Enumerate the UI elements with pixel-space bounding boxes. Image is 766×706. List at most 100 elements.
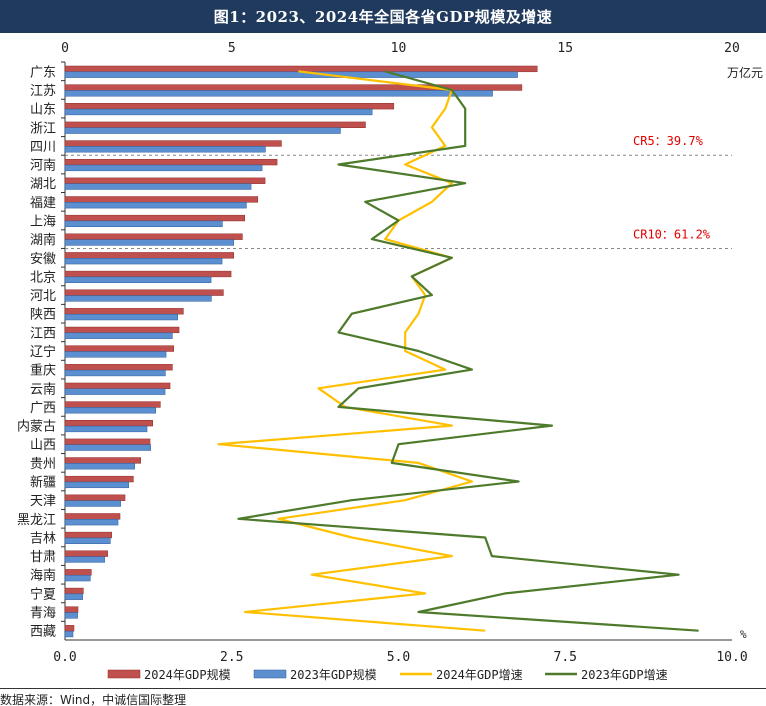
bar-2023 [64, 164, 263, 172]
legend-2024-gdp-label: 2024年GDP规模 [144, 667, 231, 682]
legend-2024-growth-label: 2024年GDP增速 [436, 668, 523, 682]
bar-2023 [64, 146, 266, 153]
bar-2023 [64, 481, 129, 489]
bar-2024 [64, 103, 395, 110]
category-label: 河北 [30, 289, 56, 304]
chart-title: 图1：2023、2024年全国各省GDP规模及增速 [0, 0, 766, 33]
bar-2023 [64, 463, 135, 470]
bar-2024 [64, 177, 266, 184]
bar-2023 [64, 313, 178, 321]
bar-2023 [64, 183, 252, 190]
source-divider [0, 688, 766, 689]
legend-2023-gdp-swatch [253, 669, 287, 679]
bar-2023 [64, 351, 167, 358]
bottom-axis-tick-label: 0.0 [53, 650, 76, 665]
source-note: 数据来源：Wind，中诚信国际整理 [0, 693, 187, 706]
bar-2023 [64, 295, 212, 302]
category-label: 广东 [30, 65, 56, 80]
line-2024-growth [217, 70, 486, 632]
bar-2024 [64, 420, 153, 427]
bar-2023 [64, 630, 74, 638]
bar-2023 [64, 332, 173, 339]
bar-2024 [64, 233, 243, 240]
category-label: 四川 [30, 140, 56, 155]
bar-2024 [64, 587, 84, 595]
bar-2023 [64, 425, 148, 433]
bar-2023 [64, 593, 83, 600]
bar-2023 [64, 519, 119, 526]
bar-2024 [64, 531, 112, 539]
bar-2023 [64, 407, 156, 414]
category-label: 贵州 [30, 457, 56, 472]
top-axis-tick-label: 5 [228, 41, 236, 56]
bar-2023 [64, 574, 91, 582]
category-label: 西藏 [30, 625, 56, 640]
line-2023-growth [237, 70, 699, 632]
bar-2024 [64, 401, 161, 408]
bar-2023 [64, 276, 212, 283]
bar-2024 [64, 326, 180, 334]
bar-2024 [64, 308, 184, 315]
bar-2023 [64, 388, 166, 395]
bar-2023 [64, 239, 235, 246]
category-label: 重庆 [30, 363, 56, 379]
bar-2023 [64, 500, 121, 507]
category-label: 上海 [30, 214, 56, 229]
bar-2024 [64, 158, 278, 166]
bar-2023 [64, 444, 151, 451]
cr-annotation: CR10：61.2% [633, 227, 711, 241]
bar-2024 [64, 121, 366, 128]
category-label: 湖南 [30, 232, 56, 248]
category-label: 内蒙古 [17, 419, 56, 435]
bar-2024 [64, 270, 232, 278]
bar-2024 [64, 196, 259, 203]
top-axis-unit: 万亿元 [727, 65, 763, 80]
category-label: 辽宁 [30, 344, 56, 360]
bottom-axis-tick-label: 2.5 [220, 650, 243, 665]
bar-2024 [64, 140, 282, 147]
bar-2024 [64, 550, 108, 557]
category-label: 青海 [30, 606, 56, 621]
category-label: 广西 [30, 401, 56, 416]
bar-2023 [64, 537, 111, 544]
legend-2023-growth-label: 2023年GDP增速 [581, 668, 668, 682]
category-label: 天津 [30, 494, 56, 509]
category-label: 山西 [30, 438, 56, 453]
legend-2023-gdp-label: 2023年GDP规模 [290, 667, 377, 682]
category-label: 新疆 [30, 475, 56, 491]
bottom-axis-tick-label: 5.0 [387, 650, 410, 665]
bar-2023 [64, 127, 341, 134]
top-axis-tick-label: 20 [724, 41, 740, 56]
bar-2024 [64, 364, 173, 371]
top-axis-tick-label: 10 [391, 41, 407, 56]
bar-2024 [64, 345, 174, 352]
category-label: 云南 [30, 381, 56, 397]
bar-2023 [64, 258, 223, 265]
bar-2023 [64, 220, 223, 228]
category-label: 河南 [30, 158, 56, 174]
bar-2024 [64, 494, 126, 501]
category-label: 北京 [30, 270, 56, 285]
category-label: 陕西 [30, 308, 56, 323]
category-label: 江苏 [30, 83, 56, 99]
bottom-axis-tick-label: 7.5 [554, 650, 577, 665]
top-axis-tick-label: 15 [557, 41, 573, 56]
bar-2024 [64, 625, 75, 632]
category-label: 海南 [30, 568, 56, 584]
category-label: 湖北 [30, 177, 56, 192]
bar-2024 [64, 475, 134, 483]
category-label: 吉林 [30, 531, 56, 546]
bar-2023 [64, 612, 78, 619]
category-label: 宁夏 [30, 586, 56, 602]
bar-2024 [64, 214, 246, 222]
bar-2024 [64, 438, 151, 445]
category-label: 福建 [30, 196, 56, 211]
category-label: 山东 [30, 103, 56, 118]
bar-2023 [64, 369, 166, 377]
bar-2023 [64, 556, 105, 563]
bar-2024 [64, 382, 171, 390]
category-label: 安徽 [30, 252, 56, 267]
bar-2024 [64, 252, 235, 259]
category-label: 甘肃 [30, 550, 56, 565]
